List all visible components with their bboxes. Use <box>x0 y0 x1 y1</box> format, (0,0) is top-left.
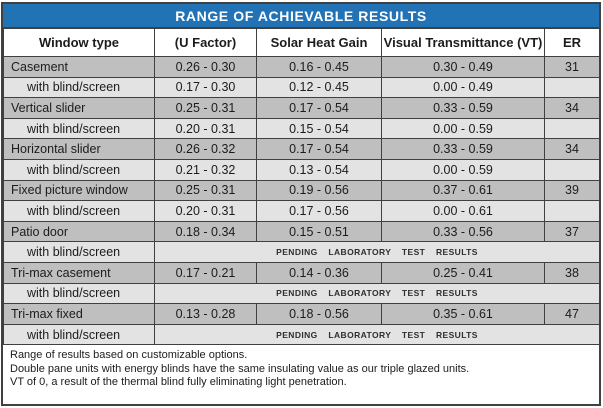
table-header-row: Window type (U Factor) Solar Heat Gain V… <box>3 28 599 57</box>
shg-cell: 0.19 - 0.56 <box>256 179 382 202</box>
er-cell: 47 <box>544 303 599 325</box>
column-header-er: ER <box>544 28 599 57</box>
window-type-cell: Vertical slider <box>3 97 155 119</box>
column-header-solar-heat-gain: Solar Heat Gain <box>256 28 382 57</box>
column-header-u-factor: (U Factor) <box>154 28 257 57</box>
pending-results-cell: PENDING LABORATORY TEST RESULTS <box>154 241 599 263</box>
er-cell <box>544 76 599 99</box>
shg-cell: 0.14 - 0.36 <box>256 261 382 284</box>
table-row-sub: with blind/screen 0.17 - 0.30 0.12 - 0.45 0… <box>3 76 599 99</box>
window-type-cell: with blind/screen <box>3 158 155 181</box>
table-row-main: Vertical slider 0.25 - 0.31 0.17 - 0.54 0.3… <box>3 97 599 119</box>
vt-cell: 0.00 - 0.59 <box>381 158 545 181</box>
table-row-pending: with blind/screen PENDING LABORATORY TEST… <box>3 282 599 305</box>
pending-results-cell: PENDING LABORATORY TEST RESULTS <box>154 323 599 346</box>
u-factor-cell: 0.25 - 0.31 <box>154 179 257 202</box>
er-cell: 34 <box>544 97 599 119</box>
vt-cell: 0.37 - 0.61 <box>381 179 545 202</box>
table-row-sub: with blind/screen 0.21 - 0.32 0.13 - 0.54 0… <box>3 158 599 181</box>
column-header-window-type: Window type <box>3 28 155 57</box>
window-type-cell: Horizontal slider <box>3 138 155 160</box>
shg-cell: 0.12 - 0.45 <box>256 76 382 99</box>
footnotes: Range of results based on customizable o… <box>3 345 599 404</box>
pending-results-cell: PENDING LABORATORY TEST RESULTS <box>154 282 599 305</box>
table-row-sub: with blind/screen 0.20 - 0.31 0.15 - 0.54 0… <box>3 117 599 140</box>
vt-cell: 0.33 - 0.59 <box>381 97 545 119</box>
er-cell: 37 <box>544 220 599 243</box>
vt-cell: 0.25 - 0.41 <box>381 261 545 284</box>
table-row-main: Patio door 0.18 - 0.34 0.15 - 0.51 0.33 - 0… <box>3 220 599 243</box>
u-factor-cell: 0.17 - 0.21 <box>154 261 257 284</box>
window-type-cell: Tri-max fixed <box>3 303 155 325</box>
vt-cell: 0.33 - 0.59 <box>381 138 545 160</box>
footnote-line: Range of results based on customizable o… <box>10 349 248 362</box>
u-factor-cell: 0.25 - 0.31 <box>154 97 257 119</box>
window-type-cell: Casement <box>3 56 155 78</box>
er-cell: 38 <box>544 261 599 284</box>
footnote-line: VT of 0, a result of the thermal blind f… <box>10 376 347 389</box>
er-cell <box>544 158 599 181</box>
window-type-cell: with blind/screen <box>3 323 155 346</box>
u-factor-cell: 0.13 - 0.28 <box>154 303 257 325</box>
table-row-pending: with blind/screen PENDING LABORATORY TEST… <box>3 241 599 263</box>
u-factor-cell: 0.18 - 0.34 <box>154 220 257 243</box>
table-row-sub: with blind/screen 0.20 - 0.31 0.17 - 0.56 0… <box>3 200 599 222</box>
window-type-cell: with blind/screen <box>3 76 155 99</box>
shg-cell: 0.16 - 0.45 <box>256 56 382 78</box>
shg-cell: 0.17 - 0.54 <box>256 138 382 160</box>
table-row-main: Horizontal slider 0.26 - 0.32 0.17 - 0.54 0… <box>3 138 599 160</box>
window-type-cell: with blind/screen <box>3 282 155 305</box>
vt-cell: 0.00 - 0.61 <box>381 200 545 222</box>
table-row-main: Casement 0.26 - 0.30 0.16 - 0.45 0.30 - 0.4… <box>3 56 599 78</box>
page-title: RANGE OF ACHIEVABLE RESULTS <box>3 4 599 28</box>
table-row-main: Tri-max fixed 0.13 - 0.28 0.18 - 0.56 0.35 … <box>3 303 599 325</box>
results-table: Window type (U Factor) Solar Heat Gain V… <box>3 28 599 346</box>
u-factor-cell: 0.21 - 0.32 <box>154 158 257 181</box>
shg-cell: 0.15 - 0.51 <box>256 220 382 243</box>
er-cell: 34 <box>544 138 599 160</box>
u-factor-cell: 0.26 - 0.32 <box>154 138 257 160</box>
shg-cell: 0.17 - 0.56 <box>256 200 382 222</box>
table-row-main: Fixed picture window 0.25 - 0.31 0.19 - 0.… <box>3 179 599 202</box>
er-cell <box>544 117 599 140</box>
vt-cell: 0.30 - 0.49 <box>381 56 545 78</box>
u-factor-cell: 0.26 - 0.30 <box>154 56 257 78</box>
u-factor-cell: 0.20 - 0.31 <box>154 117 257 140</box>
window-type-cell: Tri-max casement <box>3 261 155 284</box>
results-table-body: Casement 0.26 - 0.30 0.16 - 0.45 0.30 - 0.4… <box>3 56 599 346</box>
window-type-cell: with blind/screen <box>3 241 155 263</box>
vt-cell: 0.00 - 0.49 <box>381 76 545 99</box>
er-cell: 39 <box>544 179 599 202</box>
er-cell <box>544 200 599 222</box>
footnote-line: Double pane units with energy blinds hav… <box>10 362 470 375</box>
window-type-cell: Patio door <box>3 220 155 243</box>
er-cell: 31 <box>544 56 599 78</box>
shg-cell: 0.13 - 0.54 <box>256 158 382 181</box>
shg-cell: 0.17 - 0.54 <box>256 97 382 119</box>
window-type-cell: with blind/screen <box>3 200 155 222</box>
vt-cell: 0.00 - 0.59 <box>381 117 545 140</box>
table-row-pending: with blind/screen PENDING LABORATORY TEST… <box>3 323 599 346</box>
table-row-main: Tri-max casement 0.17 - 0.21 0.14 - 0.36 0.… <box>3 261 599 284</box>
u-factor-cell: 0.17 - 0.30 <box>154 76 257 99</box>
window-type-cell: with blind/screen <box>3 117 155 140</box>
vt-cell: 0.35 - 0.61 <box>381 303 545 325</box>
vt-cell: 0.33 - 0.56 <box>381 220 545 243</box>
window-type-cell: Fixed picture window <box>3 179 155 202</box>
column-header-visual-transmittance: Visual Transmittance (VT) <box>381 28 545 57</box>
u-factor-cell: 0.20 - 0.31 <box>154 200 257 222</box>
shg-cell: 0.15 - 0.54 <box>256 117 382 140</box>
shg-cell: 0.18 - 0.56 <box>256 303 382 325</box>
